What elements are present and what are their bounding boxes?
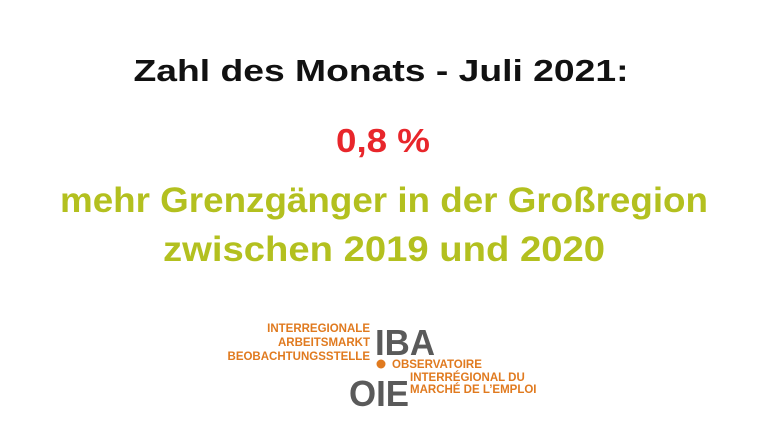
highlight-line: zwischen 2019 und 2020 (163, 230, 605, 269)
highlight-line: mehr Grenzgänger in der Großregion (60, 181, 708, 220)
logo-text: ARBEITSMARKT (278, 337, 370, 349)
logo-text: INTERRÉGIONAL DU (410, 371, 525, 384)
logo-text: OBSERVATOIRE (392, 359, 482, 371)
highlight-value: 0,8 % (336, 122, 430, 159)
logo-acronym: IBA (375, 322, 435, 363)
logo-dot (376, 359, 386, 369)
logo-text: MARCHÉ DE L’EMPLOI (410, 383, 537, 396)
logo-text: INTERREGIONALE (267, 323, 370, 335)
logo: INTERREGIONALE ARBEITSMARKT BEOBACHTUNGS… (228, 322, 537, 414)
title: Zahl des Monats - Juli 2021: (134, 53, 629, 88)
logo-text: BEOBACHTUNGSSTELLE (228, 351, 371, 363)
logo-acronym: OIE (349, 373, 409, 414)
